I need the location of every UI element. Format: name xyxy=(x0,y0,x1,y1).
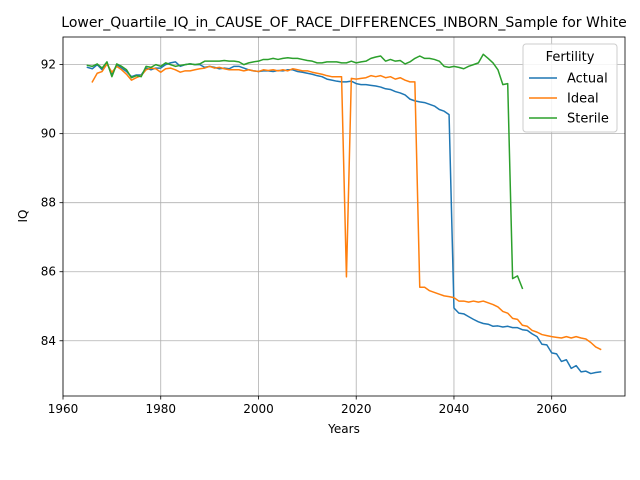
y-axis-label: IQ xyxy=(16,210,30,223)
legend-box xyxy=(522,43,618,133)
x-tick-label: 1980 xyxy=(145,402,176,416)
y-axis: 84 86 88 90 92 xyxy=(41,58,63,348)
legend: Fertility Actual Ideal Sterile xyxy=(522,43,618,133)
chart-title: Lower_Quartile_IQ_in_CAUSE_OF_RACE_DIFFE… xyxy=(61,15,626,31)
legend-label-sterile: Sterile xyxy=(567,112,609,127)
x-tick-label: 2000 xyxy=(243,402,274,416)
series-line-sterile xyxy=(86,53,524,290)
x-tick-label: 2040 xyxy=(439,402,470,416)
y-tick-label: 90 xyxy=(41,127,56,141)
legend-title: Fertility xyxy=(546,50,595,65)
x-tick-label: 2060 xyxy=(536,402,567,416)
series-line-actual xyxy=(86,61,602,375)
y-tick-label: 92 xyxy=(41,58,56,72)
x-axis-label: Years xyxy=(327,422,360,436)
series-layer xyxy=(86,53,602,375)
y-tick-label: 86 xyxy=(41,265,56,279)
legend-label-ideal: Ideal xyxy=(567,92,599,107)
legend-label-actual: Actual xyxy=(567,72,608,87)
y-tick-label: 84 xyxy=(41,334,56,348)
series-line-ideal xyxy=(91,63,602,351)
x-axis: 1960 1980 2000 2020 2040 2060 xyxy=(48,396,567,416)
plot-frame xyxy=(62,36,626,397)
y-tick-label: 88 xyxy=(41,196,56,210)
x-tick-label: 1960 xyxy=(48,402,79,416)
x-tick-label: 2020 xyxy=(341,402,372,416)
legend-items: Actual Ideal Sterile xyxy=(529,72,609,127)
